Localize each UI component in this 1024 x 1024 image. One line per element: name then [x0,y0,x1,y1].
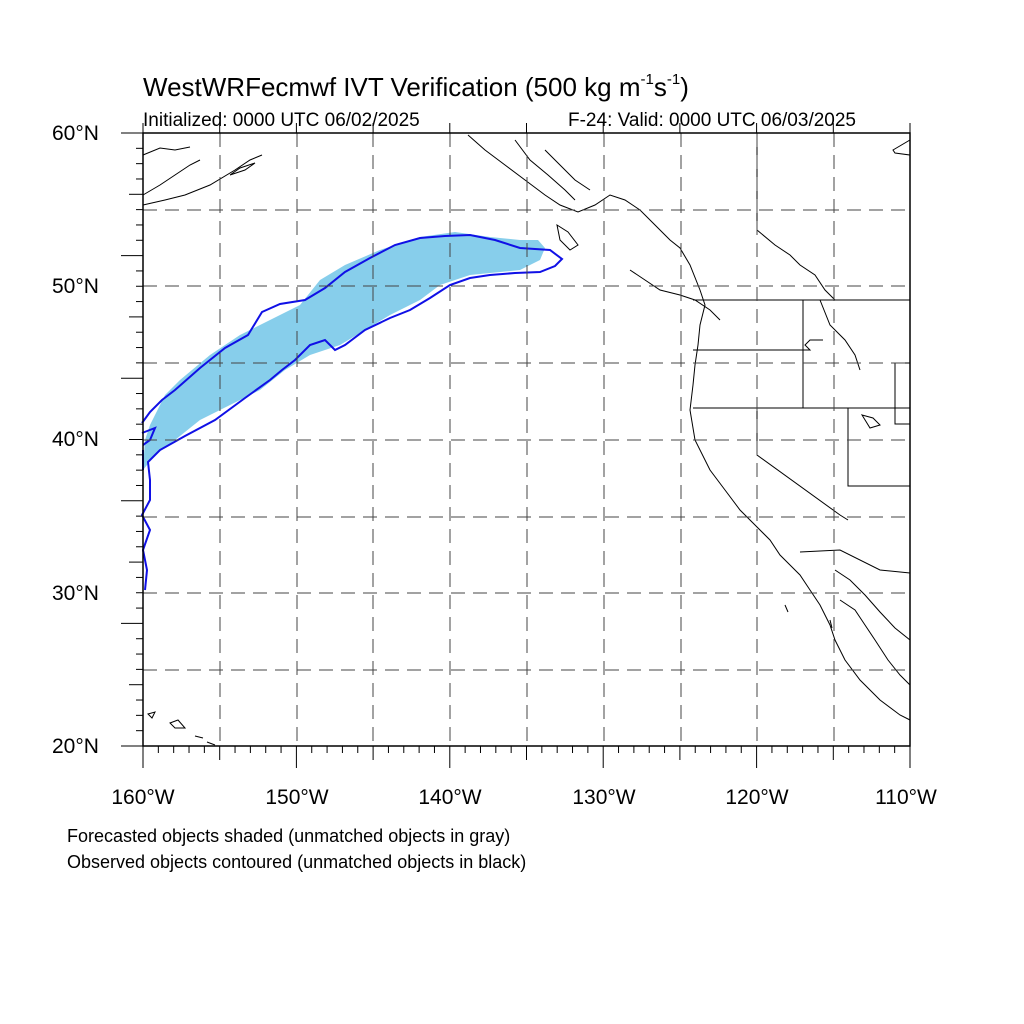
forecast-object [143,232,545,470]
lat-label-20n: 20°N [52,735,99,758]
lon-label-160w: 160°W [111,786,175,809]
lon-label-120w: 120°W [725,786,789,809]
lat-label-30n: 30°N [52,582,99,605]
lat-label-60n: 60°N [52,122,99,145]
legend-observed: Observed objects contoured (unmatched ob… [67,852,527,872]
valid-time: F-24: Valid: 0000 UTC 06/03/2025 [568,110,856,131]
lon-label-130w: 130°W [572,786,636,809]
legend-forecast: Forecasted objects shaded (unmatched obj… [67,826,511,846]
lon-label-150w: 150°W [265,786,329,809]
graticule [143,133,910,746]
map-title: WestWRFecmwf IVT Verification (500 kg m-… [143,71,689,102]
initialized-time: Initialized: 0000 UTC 06/02/2025 [143,110,420,131]
lon-label-110w: 110°W [875,786,937,809]
axis-ticks [121,123,911,768]
lat-label-50n: 50°N [52,275,99,298]
lon-label-140w: 140°W [418,786,482,809]
lat-label-40n: 40°N [52,428,99,451]
